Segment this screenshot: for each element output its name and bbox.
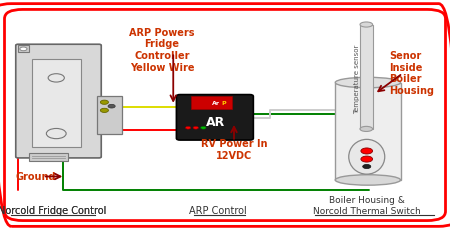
Text: ARP Control: ARP Control <box>189 205 247 215</box>
Ellipse shape <box>335 175 400 185</box>
Text: Temperature sensor: Temperature sensor <box>354 44 360 113</box>
Circle shape <box>20 48 27 52</box>
Text: ARP Powers
Fridge
Controller
Yellow Wire: ARP Powers Fridge Controller Yellow Wire <box>129 28 195 72</box>
Circle shape <box>100 101 108 105</box>
Circle shape <box>185 127 191 130</box>
Circle shape <box>363 165 371 169</box>
Bar <box>97 97 122 134</box>
Circle shape <box>193 127 198 130</box>
Bar <box>191 97 232 110</box>
Ellipse shape <box>349 140 385 174</box>
Text: Boiler Housing &
Norcold Thermal Switch: Boiler Housing & Norcold Thermal Switch <box>313 195 421 215</box>
Circle shape <box>361 156 373 162</box>
Text: Norcold Fridge Control: Norcold Fridge Control <box>0 205 106 215</box>
Text: AR: AR <box>206 115 225 128</box>
Bar <box>335 83 400 180</box>
Text: Senor
Inside
Boiler
Housing: Senor Inside Boiler Housing <box>389 51 434 95</box>
Bar <box>18 46 29 53</box>
Ellipse shape <box>360 23 373 28</box>
Ellipse shape <box>360 127 373 132</box>
Text: RV Power In
12VDC: RV Power In 12VDC <box>201 139 267 160</box>
FancyBboxPatch shape <box>176 95 253 140</box>
Bar <box>32 60 81 148</box>
Circle shape <box>201 127 206 130</box>
Text: Norcold Fridge Control: Norcold Fridge Control <box>0 205 106 215</box>
Ellipse shape <box>335 78 400 88</box>
Bar <box>360 25 373 129</box>
FancyBboxPatch shape <box>16 45 101 158</box>
Circle shape <box>361 148 373 154</box>
Text: Ground: Ground <box>16 172 56 182</box>
Text: Ar: Ar <box>212 101 220 106</box>
Circle shape <box>108 105 115 109</box>
Text: P: P <box>221 101 226 106</box>
Bar <box>29 154 68 162</box>
Circle shape <box>100 109 108 113</box>
